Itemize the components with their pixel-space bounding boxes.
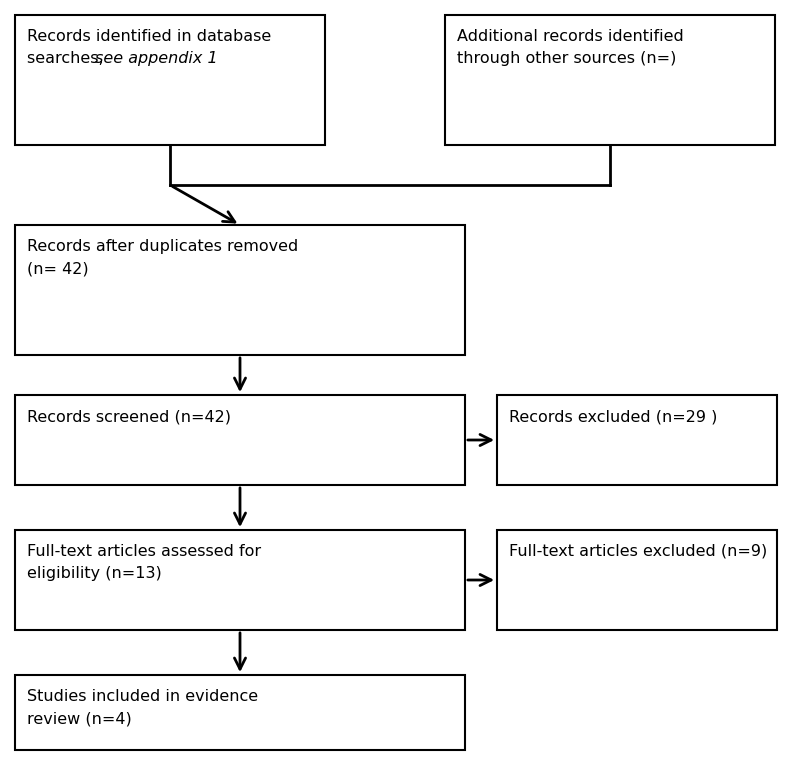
Text: Records screened (n=42): Records screened (n=42) bbox=[27, 409, 231, 424]
Bar bbox=[15, 15, 325, 145]
Text: Records excluded (n=29 ): Records excluded (n=29 ) bbox=[509, 409, 718, 424]
Bar bbox=[497, 395, 777, 485]
Bar bbox=[15, 225, 465, 355]
Text: Records after duplicates removed: Records after duplicates removed bbox=[27, 239, 298, 254]
Text: eligibility (n=13): eligibility (n=13) bbox=[27, 566, 162, 581]
Text: (n= 42): (n= 42) bbox=[27, 261, 89, 276]
Text: Studies included in evidence: Studies included in evidence bbox=[27, 689, 258, 704]
Text: Additional records identified: Additional records identified bbox=[457, 29, 684, 44]
Text: Full-text articles excluded (n=9): Full-text articles excluded (n=9) bbox=[509, 544, 767, 559]
Bar bbox=[445, 15, 775, 145]
Bar bbox=[15, 675, 465, 750]
Text: Records identified in database: Records identified in database bbox=[27, 29, 271, 44]
Bar bbox=[497, 530, 777, 630]
Bar bbox=[15, 395, 465, 485]
Text: Full-text articles assessed for: Full-text articles assessed for bbox=[27, 544, 261, 559]
Text: see appendix 1: see appendix 1 bbox=[95, 51, 218, 66]
Text: searches,: searches, bbox=[27, 51, 109, 66]
Bar bbox=[15, 530, 465, 630]
Text: review (n=4): review (n=4) bbox=[27, 711, 132, 726]
Text: through other sources (n=): through other sources (n=) bbox=[457, 51, 676, 66]
